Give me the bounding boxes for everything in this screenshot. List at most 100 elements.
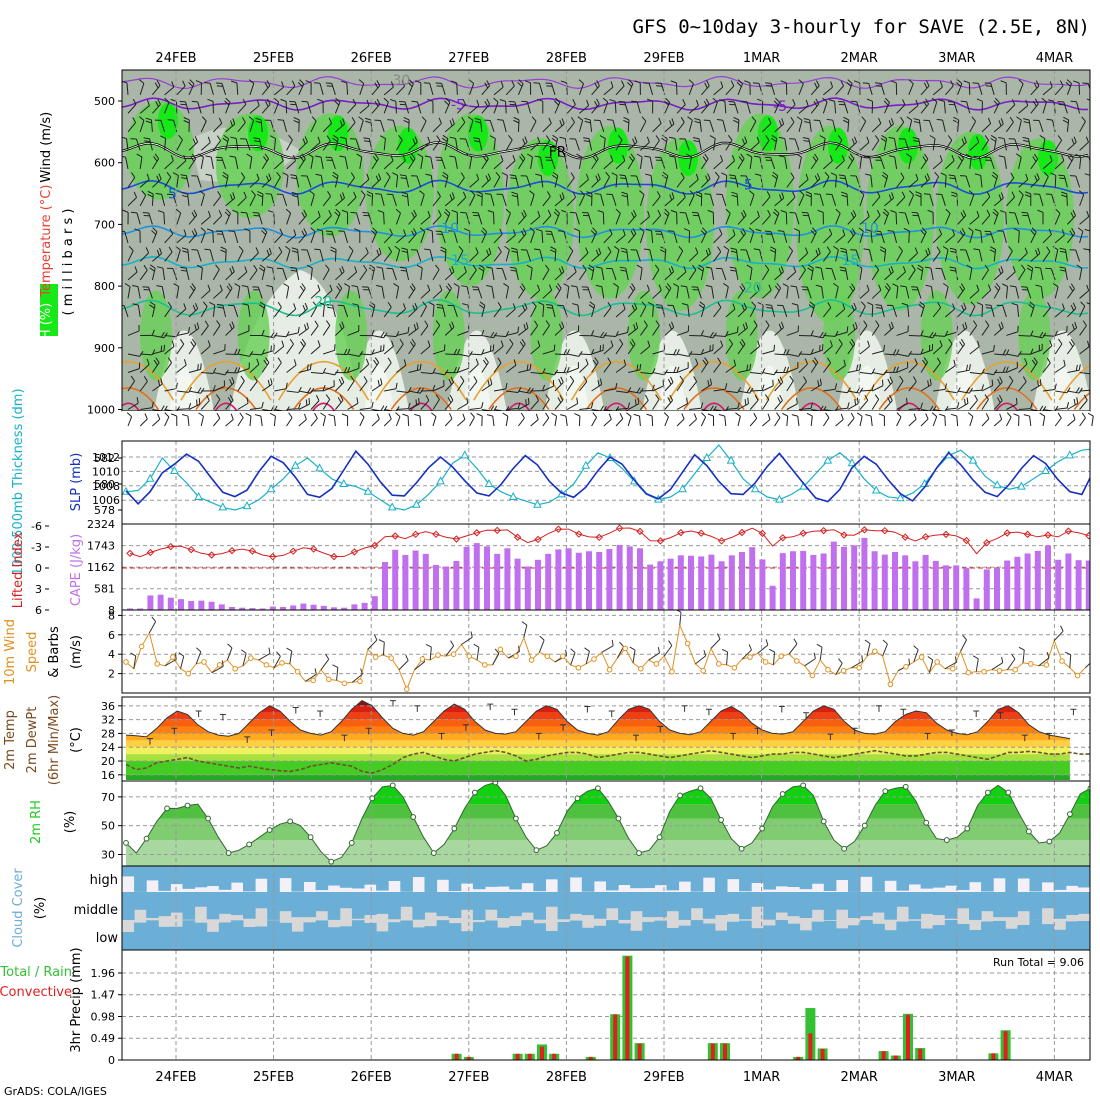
wind-barb	[486, 80, 491, 86]
wind-barb	[812, 359, 817, 366]
wind-barb	[843, 116, 850, 121]
cloud-low-block	[182, 920, 196, 950]
wind-barb	[139, 418, 148, 427]
cape-bar	[973, 598, 980, 610]
cape-bar	[402, 554, 409, 610]
wind-barb	[956, 402, 960, 409]
wind-barb	[339, 120, 343, 127]
wind-barb	[418, 397, 420, 405]
lifted-index-point	[983, 539, 991, 547]
wind-barb	[1086, 302, 1090, 305]
wind-barb	[478, 304, 485, 309]
wind-barb	[841, 154, 845, 161]
wind-barb	[255, 120, 262, 124]
wind-barb	[1054, 417, 1062, 427]
wind-barb	[757, 340, 761, 347]
wind-barb	[583, 137, 590, 140]
wind-speed-point	[669, 668, 675, 675]
cloud-middle-block	[497, 892, 510, 919]
wind-barb	[505, 208, 511, 214]
wind-barb	[796, 116, 803, 121]
wind-speed-point	[996, 667, 1003, 674]
chart-title: GFS 0~10day 3-hourly for SAVE (2.5E, 8N)	[632, 16, 1090, 38]
wind-barb	[163, 405, 168, 411]
wind-barb	[1024, 247, 1028, 254]
wind-barb	[1035, 284, 1042, 288]
cloud-middle-block	[763, 892, 776, 920]
wind-barb	[859, 346, 870, 355]
wind-speed-point	[435, 652, 441, 658]
axis-label: CAPE (J/kg)	[69, 534, 84, 606]
wind-barb	[985, 413, 990, 419]
wind-barb	[347, 197, 357, 207]
wind-barb	[878, 284, 882, 291]
wind-barb	[469, 363, 479, 373]
wind-barb	[888, 268, 892, 275]
wind-barb	[866, 98, 873, 102]
wind-barb	[591, 409, 604, 411]
wind-barb	[547, 209, 552, 216]
wind-barb	[810, 362, 819, 373]
wind-barb	[430, 175, 434, 188]
wind-barb	[871, 304, 874, 317]
wind-barb	[530, 194, 535, 207]
wind-barb	[826, 246, 831, 252]
cape-bar	[892, 551, 898, 610]
cloud-high-block	[472, 866, 486, 890]
wind-barb	[847, 79, 853, 85]
wind-barb	[322, 122, 332, 133]
precip-convective-bar	[625, 956, 630, 1060]
lifted-index-point	[391, 532, 399, 540]
wind-barb	[733, 119, 739, 124]
wind-barb	[266, 266, 273, 269]
wind-barb	[969, 231, 974, 244]
wind-barb	[530, 120, 537, 133]
wind-barb	[774, 208, 780, 214]
wind-barb	[539, 635, 545, 641]
wind-barb	[962, 323, 966, 330]
wind-barb	[1079, 325, 1087, 336]
wind-barb	[737, 215, 747, 225]
wind-barb	[870, 175, 873, 188]
wind-barb	[984, 135, 989, 141]
wind-speed-point	[513, 653, 519, 659]
wind-barb	[884, 285, 890, 291]
wind-barb	[340, 376, 345, 383]
wind-barb	[603, 176, 610, 188]
wind-barb	[957, 119, 960, 132]
wind-barb	[242, 653, 247, 666]
wind-barb	[183, 303, 187, 310]
wind-barb	[488, 247, 492, 254]
wind-barb	[457, 367, 469, 373]
rh2m-point	[800, 782, 807, 789]
wind-barb	[646, 413, 653, 417]
wind-barb	[900, 285, 907, 288]
wind-barb	[923, 357, 928, 363]
wind-barb	[950, 250, 957, 254]
wind-barb	[315, 173, 322, 177]
wind-barb	[847, 343, 856, 355]
wind-barb	[371, 409, 384, 411]
wind-barb	[1023, 139, 1030, 143]
wind-barb	[927, 209, 934, 213]
wind-barb	[169, 228, 174, 235]
wind-barb	[183, 155, 187, 162]
wind-barb	[647, 210, 651, 217]
wind-barb	[623, 116, 630, 121]
wind-barb	[458, 245, 464, 252]
thickness-point	[218, 502, 228, 511]
wind-barb	[589, 119, 593, 132]
wind-barb	[408, 369, 421, 373]
wind-speed-point	[809, 672, 816, 679]
wind-barb	[168, 246, 173, 253]
wind-barb	[906, 116, 912, 121]
wind-barb	[196, 175, 202, 188]
wind-barb	[847, 417, 855, 427]
wind-barb	[327, 306, 334, 309]
cloud-middle-block	[545, 892, 559, 907]
rh2m-point	[1025, 828, 1032, 835]
wind-barb	[518, 233, 527, 244]
wind-barb	[521, 621, 528, 626]
lifted-index-point	[126, 549, 134, 558]
wind-barb	[238, 245, 244, 251]
